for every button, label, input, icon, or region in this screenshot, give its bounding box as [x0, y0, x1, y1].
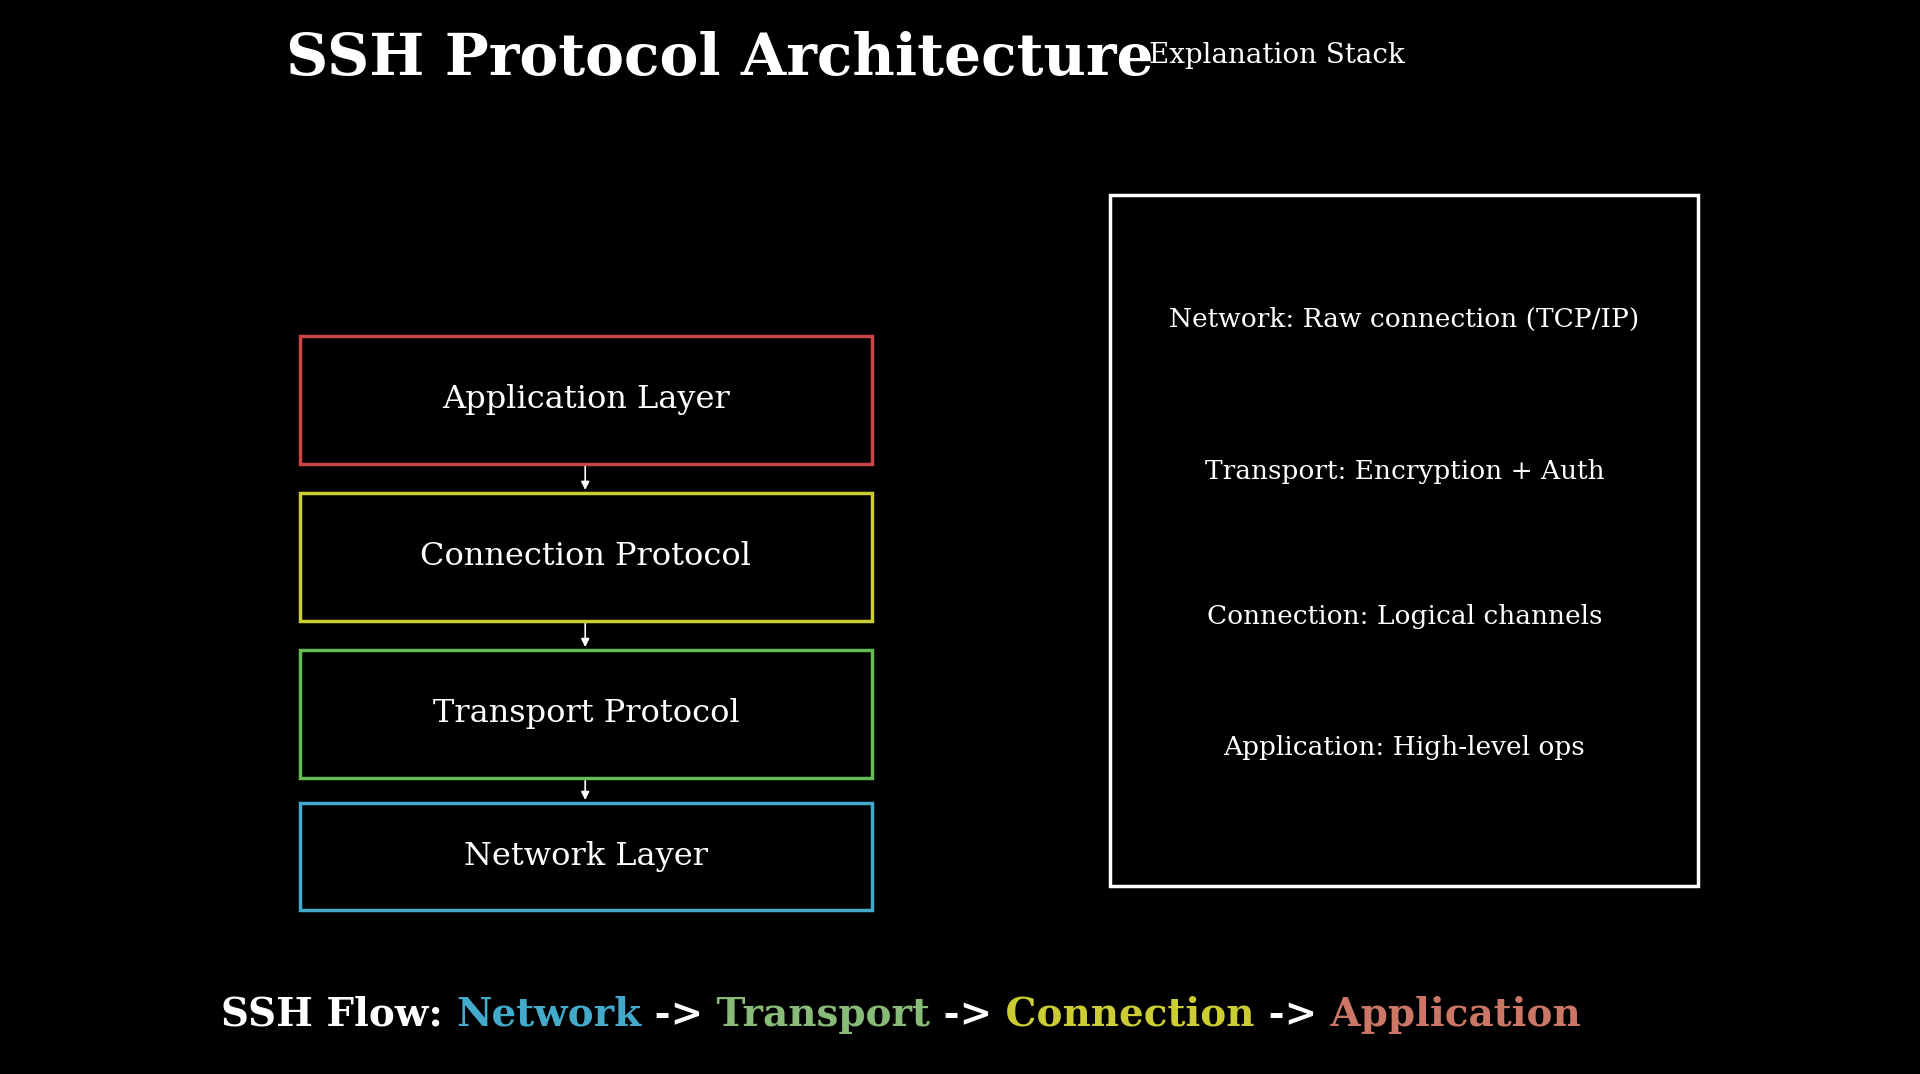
Bar	[300, 335, 872, 464]
Text: Application Layer: Application Layer	[442, 384, 730, 416]
Text: ->: ->	[641, 996, 703, 1034]
Bar	[1110, 195, 1697, 886]
Text: Application: Application	[1317, 996, 1580, 1034]
Text: SSH Protocol Architecture: SSH Protocol Architecture	[286, 31, 1154, 87]
Bar	[300, 650, 872, 778]
Text: ->: ->	[931, 996, 993, 1034]
Text: Network Layer: Network Layer	[465, 841, 708, 872]
Text: Transport: Encryption + Auth: Transport: Encryption + Auth	[1204, 459, 1605, 483]
Text: Application: High-level ops: Application: High-level ops	[1223, 735, 1586, 760]
Text: ->: ->	[1256, 996, 1317, 1034]
Bar	[300, 803, 872, 911]
Text: Connection: Connection	[993, 996, 1256, 1034]
Text: SSH Flow:: SSH Flow:	[221, 996, 457, 1034]
Text: Explanation Stack: Explanation Stack	[1148, 42, 1405, 70]
Text: Transport: Transport	[703, 996, 931, 1034]
Text: Network: Raw connection (TCP/IP): Network: Raw connection (TCP/IP)	[1169, 307, 1640, 332]
Text: Transport Protocol: Transport Protocol	[432, 698, 739, 729]
Text: Connection Protocol: Connection Protocol	[420, 541, 751, 572]
Bar	[300, 493, 872, 621]
Text: Connection: Logical channels: Connection: Logical channels	[1206, 604, 1601, 628]
Text: Network: Network	[457, 996, 641, 1034]
